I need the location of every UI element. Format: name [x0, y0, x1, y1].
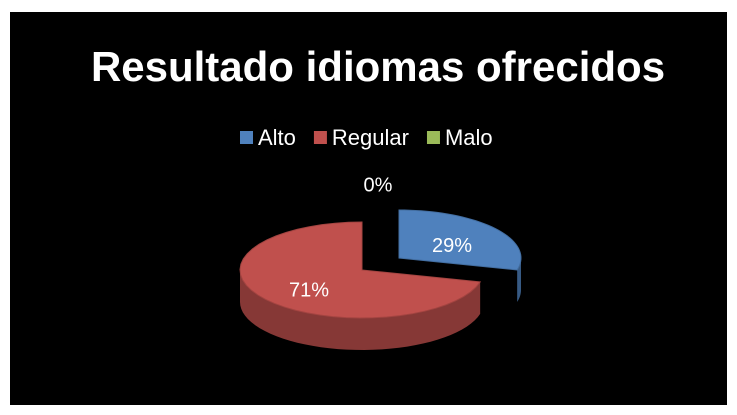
data-label: 0%: [364, 174, 393, 196]
data-label: 29%: [432, 235, 472, 257]
legend-label: Malo: [445, 125, 493, 150]
legend-swatch: [313, 131, 327, 144]
pie-slice: [239, 221, 482, 319]
pie-side: [240, 270, 481, 350]
pie-slice: [398, 209, 522, 271]
data-label: 71%: [289, 279, 329, 301]
chart-title: Resultado idiomas ofrecidos: [91, 43, 665, 90]
legend-label: Alto: [258, 125, 296, 150]
legend-swatch: [426, 131, 440, 144]
legend-label: Regular: [332, 125, 409, 150]
legend-swatch: [240, 131, 253, 144]
